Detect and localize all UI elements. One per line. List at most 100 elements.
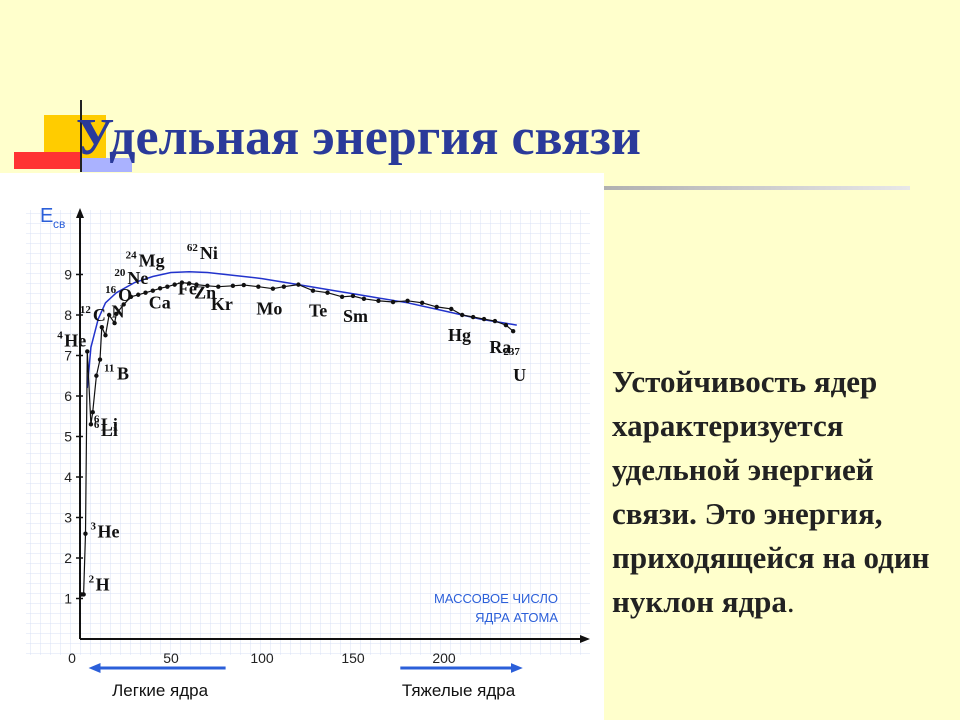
y-tick-label: 5: [64, 429, 72, 445]
x-tick-label: 50: [163, 650, 179, 666]
decor-red-bar: [14, 152, 80, 169]
data-point: [106, 312, 112, 318]
element-symbol: Ne: [127, 268, 148, 288]
data-point: [241, 282, 246, 288]
data-point: [88, 422, 94, 427]
isotope-mass-number: 24: [126, 249, 137, 261]
element-symbol: He: [97, 522, 119, 542]
description-text: Устойчивость ядер характеризуется удельн…: [612, 360, 952, 624]
y-tick-label: 7: [64, 348, 72, 364]
region-label-heavy: Тяжелые ядра: [402, 681, 516, 700]
element-symbol: Ni: [200, 243, 218, 263]
data-point: [194, 282, 199, 287]
element-symbol: Ra: [489, 337, 511, 357]
chart-grid: [26, 210, 590, 655]
data-point: [172, 282, 177, 287]
x-tick-label: 150: [341, 650, 365, 666]
isotope-mass-number: 237: [503, 346, 520, 358]
element-symbol: C: [93, 305, 106, 325]
data-point: [99, 324, 105, 330]
decor-blue-bar: [80, 158, 132, 172]
isotope-mass-number: 12: [80, 304, 92, 316]
y-tick-label: 3: [64, 510, 72, 526]
data-point: [81, 592, 86, 597]
y-tick-label: 8: [64, 307, 72, 323]
element-symbol: Mo: [256, 299, 282, 319]
data-point: [310, 288, 316, 293]
element-symbol: Ca: [149, 293, 171, 313]
data-point: [339, 294, 345, 299]
data-point: [434, 304, 439, 310]
element-symbol: Kr: [211, 294, 233, 314]
data-point: [460, 312, 465, 318]
x-tick-label: 100: [250, 650, 274, 666]
element-symbol: Fe: [178, 279, 197, 299]
data-point: [405, 298, 410, 304]
element-symbol: Mg: [139, 250, 165, 270]
data-point: [390, 299, 396, 305]
data-point: [85, 349, 90, 354]
data-point: [157, 286, 163, 291]
element-symbol: U: [513, 365, 526, 385]
data-point: [270, 286, 276, 291]
element-symbol: Li: [101, 420, 118, 440]
data-point: [179, 280, 185, 285]
element-symbol: Hg: [448, 325, 471, 345]
element-symbol: Li: [101, 414, 118, 434]
isotope-mass-number: 3: [90, 521, 96, 533]
element-symbol: N: [111, 301, 124, 321]
data-point: [121, 302, 126, 307]
data-point: [216, 284, 221, 289]
isotope-mass-number: 62: [187, 242, 199, 254]
data-point: [143, 290, 148, 295]
data-point: [150, 288, 155, 293]
data-point: [361, 296, 367, 301]
data-point: [492, 318, 498, 324]
y-tick-label: 1: [64, 591, 72, 607]
data-point: [376, 298, 381, 304]
data-point: [510, 329, 516, 334]
y-axis-label: E: [40, 205, 53, 227]
data-point: [230, 283, 236, 289]
element-symbol: B: [117, 364, 129, 384]
isotope-mass-number: 6: [94, 419, 100, 431]
data-point: [165, 284, 170, 289]
data-point: [128, 294, 134, 299]
data-point: [296, 282, 301, 287]
data-point: [281, 284, 287, 289]
isotope-mass-number: 11: [104, 363, 114, 375]
isotope-mass-number: 2: [89, 573, 95, 585]
isotope-mass-number: 16: [105, 284, 117, 296]
data-point: [94, 373, 99, 378]
element-symbol: Te: [309, 301, 327, 321]
decor-vertical-line: [80, 100, 82, 172]
y-axis-label-sub: св: [53, 217, 65, 231]
element-symbol: H: [96, 574, 110, 594]
isotope-mass-number: 6: [94, 413, 100, 425]
y-tick-label: 4: [64, 469, 72, 485]
data-point: [90, 410, 95, 415]
element-symbol: He: [64, 330, 86, 350]
y-tick-label: 2: [64, 550, 72, 566]
data-point: [470, 314, 476, 320]
isotope-mass-number: 4: [57, 329, 63, 341]
data-point: [419, 300, 425, 306]
data-point: [112, 320, 117, 326]
region-label-light: Легкие ядра: [112, 681, 209, 700]
data-point: [97, 357, 103, 362]
element-symbol: O: [118, 285, 132, 305]
data-point: [256, 284, 261, 289]
x-tick-label: 0: [68, 650, 76, 666]
data-point: [350, 293, 356, 299]
data-point: [187, 281, 192, 286]
data-point: [503, 322, 509, 328]
isotope-mass-number: 20: [114, 267, 126, 279]
description-end: .: [786, 584, 795, 619]
description-body: Устойчивость ядер характеризуется удельн…: [612, 364, 930, 619]
data-point: [103, 333, 108, 338]
element-symbol: Sm: [343, 306, 368, 326]
data-point: [114, 311, 119, 316]
data-point: [325, 290, 330, 295]
